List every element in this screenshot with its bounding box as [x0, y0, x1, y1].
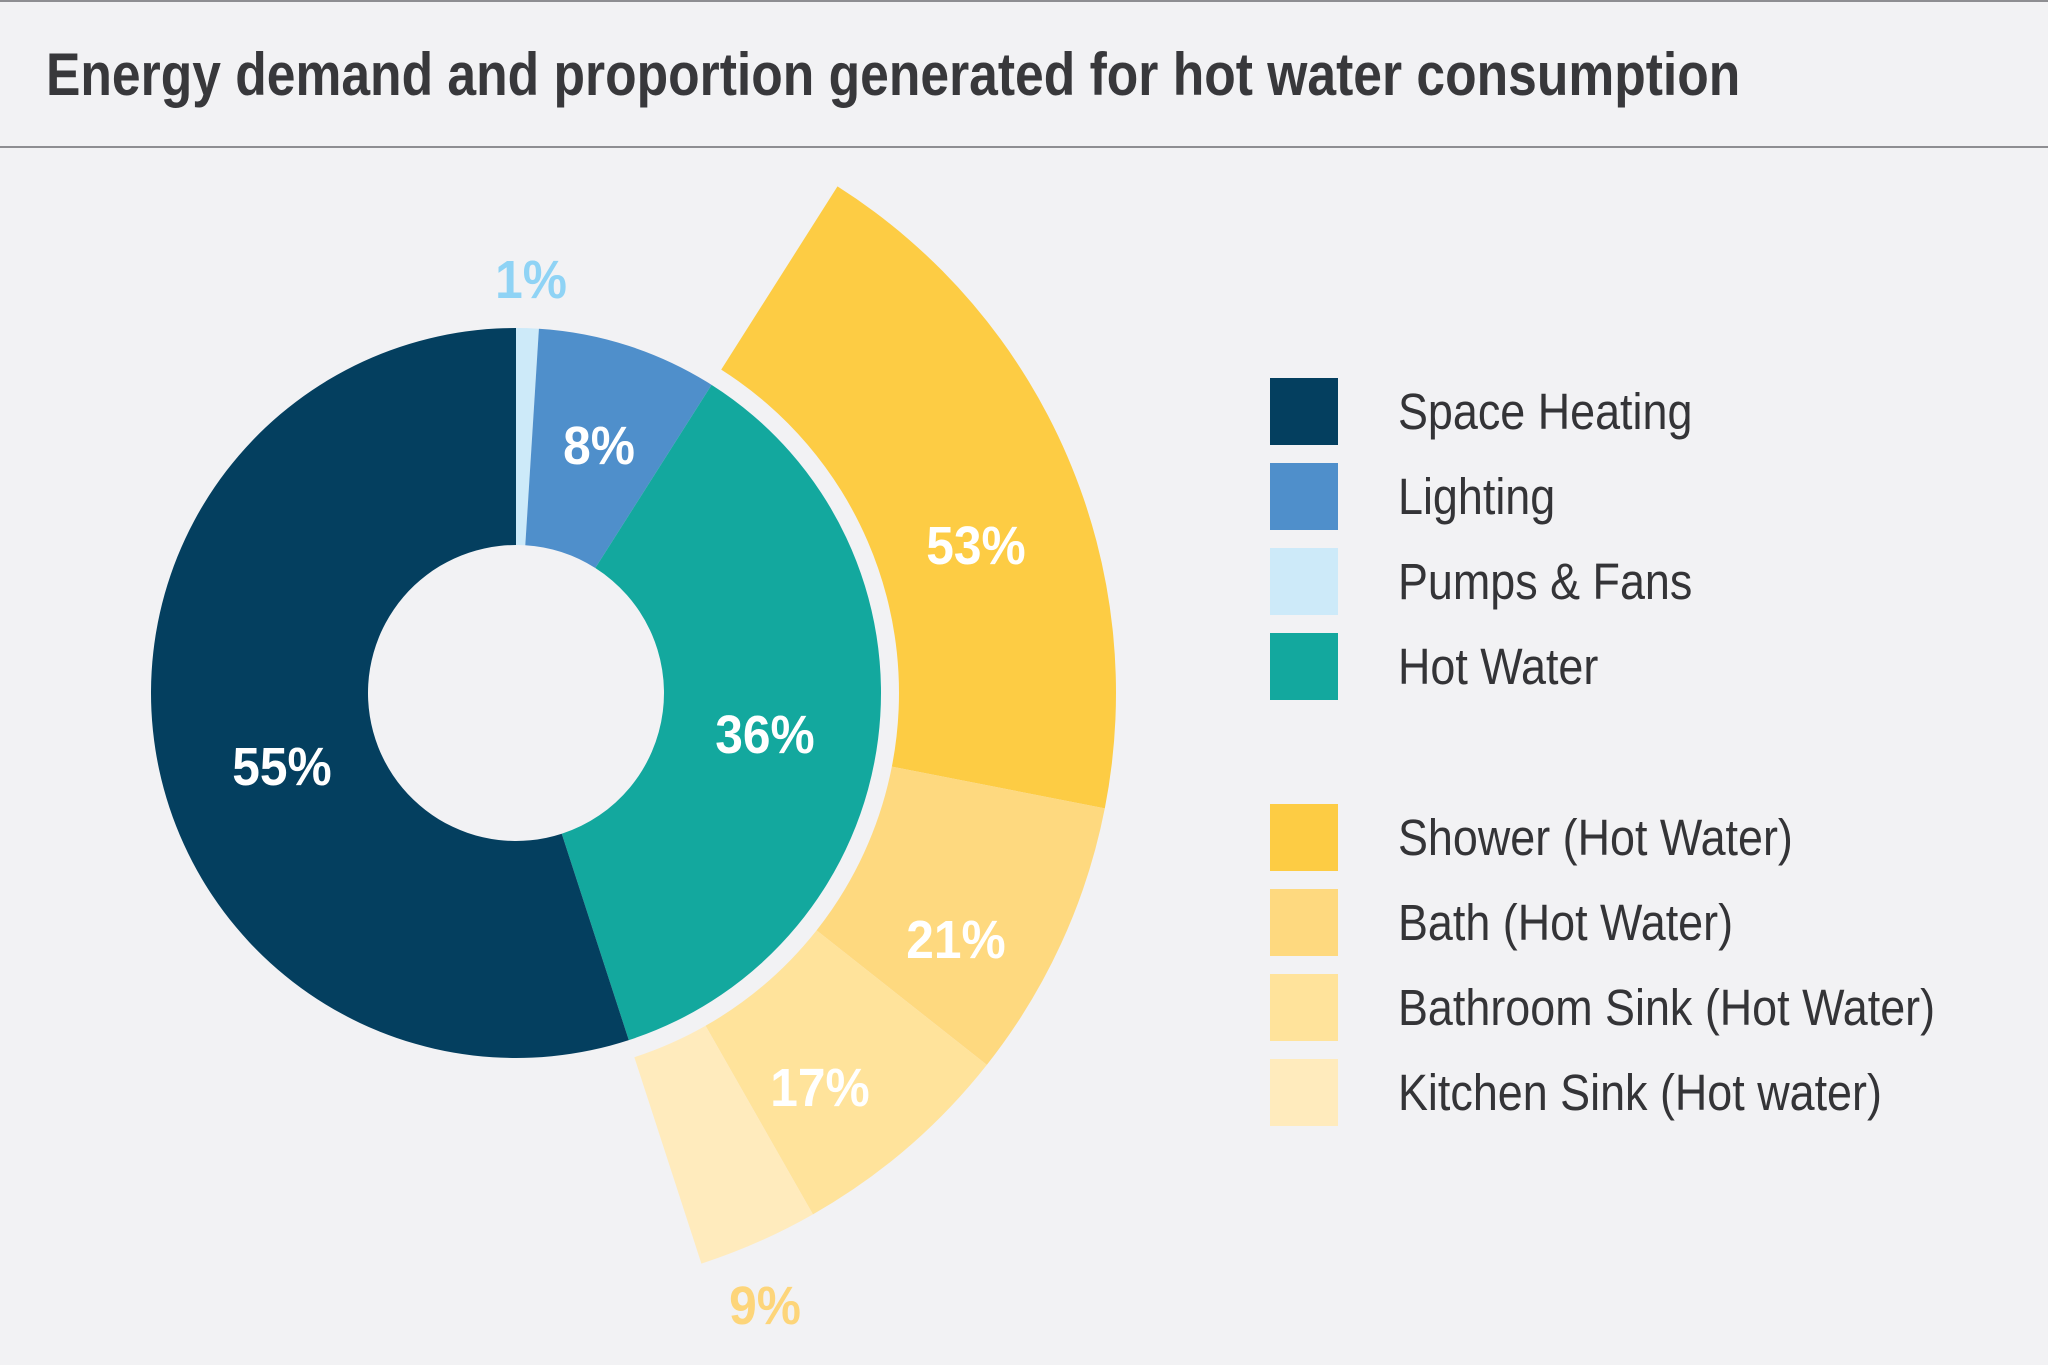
segment-bathroom-sink-hot-water- — [705, 930, 987, 1215]
legend-item-space-heating: Space Heating — [1270, 378, 2030, 445]
legend-label: Pumps & Fans — [1398, 553, 1693, 610]
label-bathroom-sink: 17% — [770, 1058, 870, 1118]
legend-label: Space Heating — [1398, 383, 1693, 440]
legend-label: Lighting — [1398, 468, 1556, 525]
swatch-pumps-fans — [1270, 548, 1338, 615]
title-bar: Energy demand and proportion generated f… — [0, 2, 2048, 147]
swatch-lighting — [1270, 463, 1338, 530]
segment-lighting — [525, 328, 712, 569]
legend-item-pumps-fans: Pumps & Fans — [1270, 548, 2030, 615]
legend-label: Bathroom Sink (Hot Water) — [1398, 979, 1936, 1036]
label-lighting: 8% — [563, 416, 635, 476]
chart-title: Energy demand and proportion generated f… — [46, 41, 1741, 108]
swatch-bathroom-sink — [1270, 974, 1338, 1041]
legend-item-lighting: Lighting — [1270, 463, 2030, 530]
outer-ring — [634, 186, 1117, 1264]
label-hot-water: 36% — [715, 705, 815, 765]
legend-label: Shower (Hot Water) — [1398, 809, 1793, 866]
legend-item-kitchen-sink: Kitchen Sink (Hot water) — [1270, 1059, 2030, 1126]
legend-item-bathroom-sink: Bathroom Sink (Hot Water) — [1270, 974, 2030, 1041]
top-border — [0, 0, 2048, 2]
label-pumps-fans: 1% — [495, 250, 567, 310]
legend-item-bath: Bath (Hot Water) — [1270, 889, 2030, 956]
segment-bath-hot-water- — [816, 766, 1105, 1065]
label-kitchen-sink: 9% — [729, 1276, 801, 1336]
segment-hot-water — [561, 384, 881, 1041]
inner-ring — [150, 328, 881, 1058]
label-bath: 21% — [906, 910, 1006, 970]
segment-shower-hot-water- — [721, 186, 1117, 809]
swatch-bath — [1270, 889, 1338, 956]
legend-label: Kitchen Sink (Hot water) — [1398, 1064, 1882, 1121]
segment-kitchen-sink-hot-water- — [634, 1025, 813, 1264]
title-divider — [0, 146, 2048, 148]
legend-label: Hot Water — [1398, 638, 1599, 695]
swatch-kitchen-sink — [1270, 1059, 1338, 1126]
legend-item-hot-water: Hot Water — [1270, 633, 2030, 700]
label-space-heating: 55% — [232, 737, 332, 797]
segment-pumps-fans — [516, 328, 539, 546]
swatch-hot-water — [1270, 633, 1338, 700]
swatch-shower — [1270, 804, 1338, 871]
swatch-space-heating — [1270, 378, 1338, 445]
segment-space-heating — [150, 328, 629, 1058]
legend-item-shower: Shower (Hot Water) — [1270, 804, 2030, 871]
legend-label: Bath (Hot Water) — [1398, 894, 1734, 951]
label-shower: 53% — [926, 516, 1026, 576]
